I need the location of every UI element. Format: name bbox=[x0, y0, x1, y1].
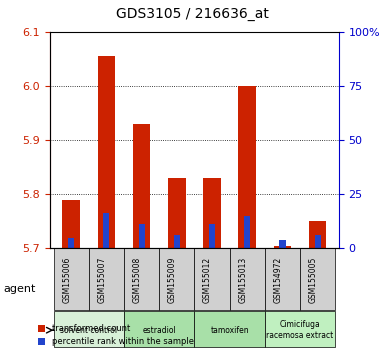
Text: GSM155013: GSM155013 bbox=[238, 257, 247, 303]
Bar bbox=[229, 249, 265, 309]
Text: tamoxifen: tamoxifen bbox=[210, 326, 249, 335]
Text: estradiol: estradiol bbox=[142, 326, 176, 335]
Text: GDS3105 / 216636_at: GDS3105 / 216636_at bbox=[116, 7, 269, 21]
Bar bbox=[62, 200, 80, 249]
Bar bbox=[168, 178, 186, 249]
Bar bbox=[54, 312, 124, 347]
Bar bbox=[194, 312, 265, 347]
Bar bbox=[203, 178, 221, 249]
Text: GSM155007: GSM155007 bbox=[97, 257, 106, 303]
Text: solvent control: solvent control bbox=[60, 326, 117, 335]
Text: GSM155005: GSM155005 bbox=[309, 257, 318, 303]
Bar bbox=[54, 249, 89, 309]
Bar bbox=[274, 246, 291, 249]
Text: agent: agent bbox=[4, 284, 36, 293]
Text: Cimicifuga
racemosa extract: Cimicifuga racemosa extract bbox=[266, 320, 334, 340]
Bar bbox=[315, 235, 321, 249]
Bar bbox=[139, 224, 145, 249]
Text: GSM155012: GSM155012 bbox=[203, 257, 212, 303]
Bar bbox=[238, 86, 256, 249]
Bar bbox=[194, 249, 229, 309]
Legend: transformed count, percentile rank within the sample: transformed count, percentile rank withi… bbox=[35, 321, 197, 350]
Bar bbox=[68, 238, 74, 249]
Bar bbox=[89, 249, 124, 309]
Bar bbox=[159, 249, 194, 309]
Bar bbox=[280, 240, 286, 249]
Text: GSM155009: GSM155009 bbox=[168, 257, 177, 303]
Bar bbox=[265, 312, 335, 347]
Bar bbox=[124, 249, 159, 309]
Bar bbox=[265, 249, 300, 309]
Bar bbox=[209, 224, 215, 249]
Bar bbox=[97, 56, 115, 249]
Bar bbox=[300, 249, 335, 309]
Bar bbox=[174, 235, 180, 249]
Bar bbox=[244, 216, 250, 249]
Bar bbox=[124, 312, 194, 347]
Text: GSM155008: GSM155008 bbox=[132, 257, 142, 303]
Text: GSM154972: GSM154972 bbox=[273, 257, 283, 303]
Bar bbox=[133, 124, 151, 249]
Bar bbox=[309, 221, 326, 249]
Bar bbox=[103, 213, 109, 249]
Text: GSM155006: GSM155006 bbox=[62, 257, 71, 303]
